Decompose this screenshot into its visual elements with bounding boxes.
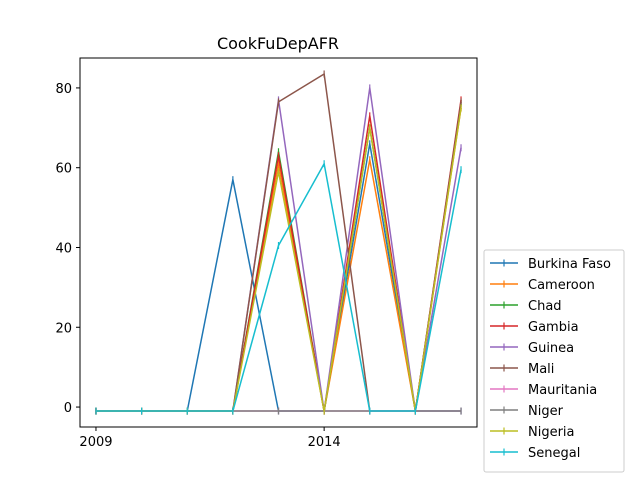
legend-label: Guinea (528, 341, 574, 356)
series-senegal (95, 160, 462, 415)
x-tick-label: 2009 (79, 435, 112, 450)
legend-label: Mauritania (528, 383, 597, 398)
chart-title: CookFuDepAFR (217, 34, 339, 53)
plot-lines (95, 70, 462, 415)
legend-label: Cameroon (528, 278, 595, 293)
legend-label: Gambia (528, 320, 579, 335)
legend-item: Mali (490, 362, 554, 377)
legend-label: Chad (528, 299, 562, 314)
y-tick-label: 40 (55, 241, 72, 256)
y-tick-label: 20 (55, 321, 72, 336)
y-tick-label: 60 (55, 162, 72, 177)
x-axis: 2009 2014 (79, 427, 341, 450)
legend-box (483, 249, 625, 473)
plot-frame (79, 57, 478, 428)
legend-item: Nigeria (490, 425, 575, 440)
legend: Burkina Faso Cameroon Chad Gambia Guinea Mali… (483, 249, 625, 473)
y-axis: 0 20 40 60 80 (55, 82, 80, 416)
legend-label: Niger (528, 404, 564, 419)
legend-item: Niger (490, 404, 564, 419)
y-tick-label: 80 (55, 82, 72, 97)
x-tick-label: 2014 (308, 435, 341, 450)
legend-item: Mauritania (490, 383, 597, 398)
legend-item: Cameroon (490, 278, 595, 293)
legend-label: Burkina Faso (528, 257, 611, 272)
legend-item: Guinea (490, 341, 574, 356)
legend-item: Chad (490, 299, 562, 314)
legend-label: Nigeria (528, 425, 575, 440)
legend-item: Senegal (490, 446, 580, 461)
legend-label: Mali (528, 362, 554, 377)
legend-label: Senegal (528, 446, 580, 461)
y-tick-label: 0 (64, 401, 72, 416)
legend-item: Gambia (490, 320, 579, 335)
legend-item: Burkina Faso (490, 257, 611, 272)
